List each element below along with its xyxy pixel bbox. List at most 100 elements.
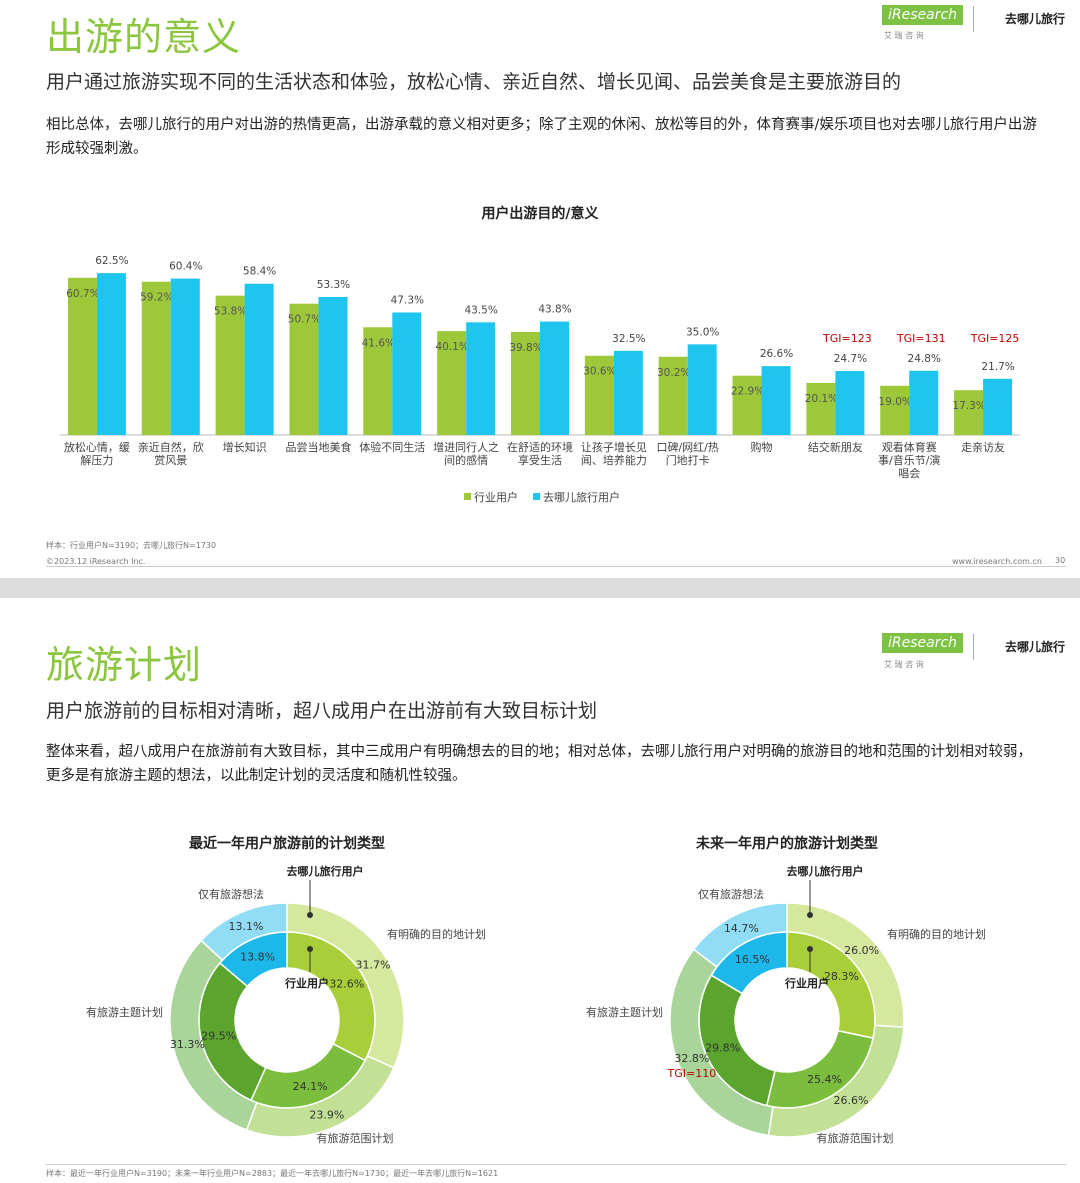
bar bbox=[244, 283, 274, 435]
bar bbox=[880, 385, 910, 435]
value-label: 26.6% bbox=[834, 1094, 869, 1107]
x-tick-label: 购物 bbox=[750, 441, 773, 454]
value-label: 58.4% bbox=[243, 266, 276, 278]
value-label: 39.8% bbox=[509, 342, 542, 354]
bar bbox=[215, 295, 245, 435]
bar bbox=[584, 355, 614, 435]
legend-label: 行业用户 bbox=[474, 490, 518, 504]
x-tick-label: 亲近自然，欣赏风景 bbox=[137, 441, 204, 467]
x-tick-label: 增长知识 bbox=[222, 441, 267, 454]
value-label: 26.6% bbox=[760, 348, 793, 360]
pointer-dot bbox=[807, 946, 813, 952]
value-label: 53.8% bbox=[214, 306, 247, 318]
donut-segment bbox=[200, 902, 288, 962]
footnote: 样本：最近一年行业用户N=3190；未来一年行业用户N=2883；最近一年去哪儿… bbox=[46, 1169, 499, 1178]
value-label: 50.7% bbox=[288, 314, 321, 326]
ring-label: 行业用户 bbox=[284, 976, 329, 990]
x-tick-label: 结交新朋友 bbox=[807, 441, 863, 454]
value-label: 21.7% bbox=[981, 361, 1014, 373]
bar bbox=[613, 350, 643, 435]
bar bbox=[732, 375, 762, 435]
value-label: 32.5% bbox=[612, 333, 645, 345]
value-label: 32.8% bbox=[674, 1052, 709, 1065]
slide-subtitle: 用户旅游前的目标相对清晰，超八成用户在出游前有大致目标计划 bbox=[46, 700, 598, 722]
legend-label: 去哪儿旅行用户 bbox=[543, 490, 620, 504]
value-label: 59.2% bbox=[140, 292, 173, 304]
bar bbox=[511, 331, 540, 435]
category-label: 有旅游范围计划 bbox=[817, 1131, 894, 1145]
value-label: 28.3% bbox=[824, 970, 859, 983]
bar bbox=[954, 390, 984, 435]
value-label: 31.3% bbox=[170, 1038, 205, 1051]
category-label: 有旅游主题计划 bbox=[586, 1005, 663, 1019]
value-label: 53.3% bbox=[317, 279, 350, 291]
value-label: 16.5% bbox=[735, 953, 770, 966]
value-label: 20.1% bbox=[805, 393, 838, 405]
x-tick-label: 品尝当地美食 bbox=[285, 441, 352, 454]
bar bbox=[289, 303, 319, 435]
bar bbox=[318, 296, 348, 435]
pointer-dot bbox=[307, 912, 313, 918]
bar bbox=[909, 370, 939, 435]
x-tick-label: 口碑/网红/热门地打卡 bbox=[656, 441, 719, 467]
value-label: 25.4% bbox=[807, 1073, 842, 1086]
value-label: 47.3% bbox=[391, 294, 424, 306]
x-tick-label: 在舒适的环境享受生活 bbox=[507, 441, 573, 467]
pointer-dot bbox=[307, 946, 313, 952]
value-label: 43.8% bbox=[538, 304, 571, 316]
footer-url: www.iresearch.com.cn bbox=[952, 557, 1042, 566]
chart-title: 未来一年用户的旅游计划类型 bbox=[696, 835, 878, 852]
pointer-dot bbox=[807, 912, 813, 918]
value-label: 23.9% bbox=[309, 1108, 344, 1121]
bar bbox=[687, 344, 717, 435]
bar bbox=[392, 312, 422, 435]
tgi-label: TGI=125 bbox=[970, 332, 1020, 345]
chart-title: 用户出游目的/意义 bbox=[481, 205, 598, 222]
logo-iresearch: iResearch bbox=[882, 633, 964, 653]
category-label: 有明确的目的地计划 bbox=[887, 927, 986, 941]
tgi-label: TGI=123 bbox=[822, 332, 872, 345]
value-label: 30.6% bbox=[583, 366, 616, 378]
logo-iresearch-cn: 艾 瑞 咨 询 bbox=[884, 660, 924, 669]
value-label: 24.7% bbox=[834, 353, 867, 365]
bar bbox=[540, 321, 569, 435]
value-label: 26.0% bbox=[844, 944, 879, 957]
bar bbox=[983, 378, 1013, 435]
value-label: 13.1% bbox=[229, 920, 264, 933]
value-label: 24.1% bbox=[293, 1080, 328, 1093]
footnote: 样本：行业用户N=3190；去哪儿旅行N=1730 bbox=[46, 541, 217, 550]
page-number: 30 bbox=[1055, 556, 1066, 565]
ring-label: 去哪儿旅行用户 bbox=[787, 864, 864, 878]
value-label: 35.0% bbox=[686, 326, 719, 338]
value-label: 29.8% bbox=[705, 1041, 740, 1054]
value-label: 32.6% bbox=[329, 978, 364, 991]
footer-line bbox=[46, 1164, 1066, 1165]
value-label: 40.1% bbox=[435, 341, 468, 353]
bar bbox=[466, 322, 496, 435]
logo-divider bbox=[973, 6, 974, 32]
logo-qunar: 去哪儿旅行 bbox=[1005, 12, 1066, 26]
category-label: 有明确的目的地计划 bbox=[387, 927, 486, 941]
chart-title: 最近一年用户旅游前的计划类型 bbox=[189, 835, 385, 852]
ring-label: 去哪儿旅行用户 bbox=[287, 864, 364, 878]
logo-divider bbox=[973, 634, 974, 660]
value-label: 14.7% bbox=[724, 922, 759, 935]
bar bbox=[96, 273, 126, 435]
value-label: 60.7% bbox=[66, 288, 99, 300]
logo-qunar: 去哪儿旅行 bbox=[1005, 640, 1066, 654]
x-tick-label: 体验不同生活 bbox=[359, 441, 426, 454]
x-tick-label: 走亲访友 bbox=[961, 441, 1006, 454]
bar bbox=[170, 278, 200, 435]
donut-segment bbox=[692, 902, 788, 968]
category-label: 仅有旅游想法 bbox=[198, 887, 264, 901]
logo-iresearch: iResearch bbox=[882, 5, 964, 25]
value-label: 62.5% bbox=[95, 255, 128, 267]
x-tick-label: 增进同行人之间的感情 bbox=[433, 441, 500, 467]
legend-swatch bbox=[464, 493, 471, 500]
value-label: 31.7% bbox=[356, 958, 391, 971]
value-label: 19.0% bbox=[879, 396, 912, 408]
slide-title: 出游的意义 bbox=[46, 15, 242, 59]
x-tick-label: 放松心情，缓解压力 bbox=[63, 441, 130, 467]
